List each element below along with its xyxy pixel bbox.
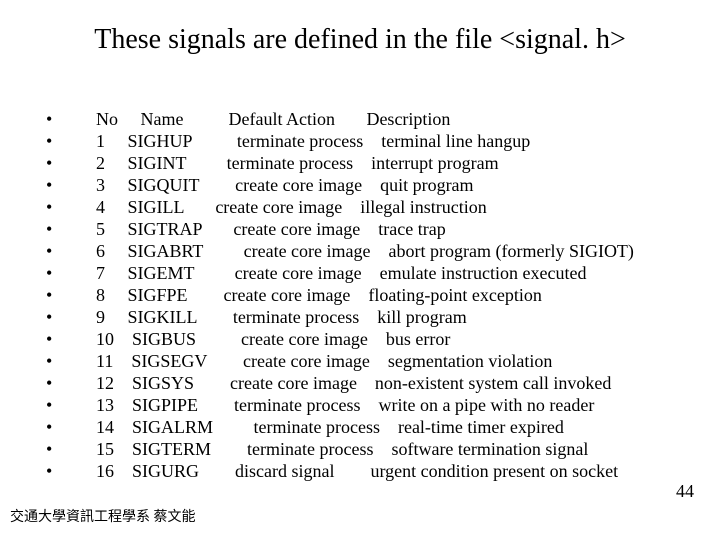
list-item-text: 7 SIGEMT create core image emulate instr… — [96, 262, 680, 284]
list-item: •12 SIGSYS create core image non-existen… — [40, 372, 680, 394]
bullet-icon: • — [40, 218, 96, 240]
list-item-text: 1 SIGHUP terminate process terminal line… — [96, 130, 680, 152]
list-item-text: 8 SIGFPE create core image floating-poin… — [96, 284, 680, 306]
bullet-icon: • — [40, 108, 96, 130]
bullet-icon: • — [40, 372, 96, 394]
list-item: •16 SIGURG discard signal urgent conditi… — [40, 460, 680, 482]
list-item-text: 5 SIGTRAP create core image trace trap — [96, 218, 680, 240]
slide: These signals are defined in the file <s… — [0, 0, 720, 540]
page-number: 44 — [676, 481, 694, 502]
list-item: •No Name Default Action Description — [40, 108, 680, 130]
bullet-icon: • — [40, 284, 96, 306]
list-item-text: 4 SIGILL create core image illegal instr… — [96, 196, 680, 218]
footer-credit: 交通大學資訊工程學系 蔡文能 — [10, 506, 196, 526]
bullet-icon: • — [40, 438, 96, 460]
bullet-icon: • — [40, 416, 96, 438]
list-item-text: No Name Default Action Description — [96, 108, 680, 130]
bullet-icon: • — [40, 240, 96, 262]
list-item: •11 SIGSEGV create core image segmentati… — [40, 350, 680, 372]
bullet-icon: • — [40, 328, 96, 350]
list-item-text: 11 SIGSEGV create core image segmentatio… — [96, 350, 680, 372]
list-item: •3 SIGQUIT create core image quit progra… — [40, 174, 680, 196]
bullet-icon: • — [40, 460, 96, 482]
list-item-text: 12 SIGSYS create core image non-existent… — [96, 372, 680, 394]
bullet-icon: • — [40, 152, 96, 174]
list-item: •9 SIGKILL terminate process kill progra… — [40, 306, 680, 328]
list-item: •7 SIGEMT create core image emulate inst… — [40, 262, 680, 284]
list-item: •13 SIGPIPE terminate process write on a… — [40, 394, 680, 416]
bullet-icon: • — [40, 350, 96, 372]
list-item: •1 SIGHUP terminate process terminal lin… — [40, 130, 680, 152]
list-item: •15 SIGTERM terminate process software t… — [40, 438, 680, 460]
list-item-text: 3 SIGQUIT create core image quit program — [96, 174, 680, 196]
bullet-icon: • — [40, 262, 96, 284]
list-item-text: 13 SIGPIPE terminate process write on a … — [96, 394, 680, 416]
list-item-text: 14 SIGALRM terminate process real-time t… — [96, 416, 680, 438]
bullet-icon: • — [40, 174, 96, 196]
list-item: •6 SIGABRT create core image abort progr… — [40, 240, 680, 262]
list-item-text: 16 SIGURG discard signal urgent conditio… — [96, 460, 680, 482]
list-item-text: 15 SIGTERM terminate process software te… — [96, 438, 680, 460]
bullet-icon: • — [40, 130, 96, 152]
list-item-text: 10 SIGBUS create core image bus error — [96, 328, 680, 350]
list-item: •8 SIGFPE create core image floating-poi… — [40, 284, 680, 306]
list-item-text: 2 SIGINT terminate process interrupt pro… — [96, 152, 680, 174]
bullet-icon: • — [40, 196, 96, 218]
list-item: •2 SIGINT terminate process interrupt pr… — [40, 152, 680, 174]
list-item: •4 SIGILL create core image illegal inst… — [40, 196, 680, 218]
signal-list: •No Name Default Action Description•1 SI… — [40, 108, 680, 482]
list-item-text: 9 SIGKILL terminate process kill program — [96, 306, 680, 328]
bullet-icon: • — [40, 306, 96, 328]
list-item-text: 6 SIGABRT create core image abort progra… — [96, 240, 680, 262]
list-item: •14 SIGALRM terminate process real-time … — [40, 416, 680, 438]
list-item: •10 SIGBUS create core image bus error — [40, 328, 680, 350]
bullet-icon: • — [40, 394, 96, 416]
list-item: •5 SIGTRAP create core image trace trap — [40, 218, 680, 240]
slide-title: These signals are defined in the file <s… — [0, 24, 720, 56]
